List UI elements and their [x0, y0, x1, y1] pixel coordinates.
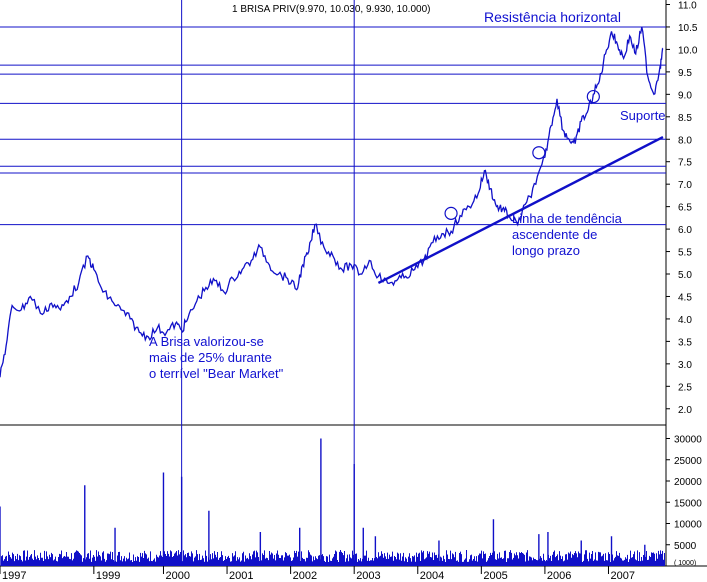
price-tick-label: 11.0 — [678, 0, 697, 11]
volume-tick-label: 30000 — [674, 435, 702, 446]
volume-unit-label: ( 1000) — [674, 560, 696, 567]
price-tick-label: 6.5 — [678, 203, 692, 214]
price-tick-label: 8.0 — [678, 135, 692, 146]
price-tick-label: 5.0 — [678, 270, 692, 281]
volume-bars — [0, 438, 665, 566]
annotation-trend-line-2: ascendente de — [512, 227, 598, 242]
price-tick-label: 10.0 — [678, 45, 698, 56]
price-tick-label: 2.5 — [678, 382, 692, 393]
price-tick-label: 2.0 — [678, 405, 692, 416]
price-series — [0, 26, 664, 378]
volume-axis: 5000 10000 15000 20000 25000 30000 ( 1000) — [666, 435, 702, 567]
x-tick-label: 2001 — [229, 570, 253, 582]
x-tick-label: 2002 — [293, 570, 317, 582]
highlight-circles — [444, 89, 600, 220]
annotation-trend-line-3: longo prazo — [512, 243, 580, 258]
x-tick-label: 2005 — [483, 570, 507, 582]
price-tick-label: 9.5 — [678, 68, 692, 79]
trendline-segment — [377, 135, 664, 285]
price-tick-label: 6.0 — [678, 225, 692, 236]
horizontal-levels — [0, 26, 666, 226]
annotation-support: Suporte — [620, 108, 666, 123]
price-tick-label: 8.5 — [678, 113, 692, 124]
x-tick-label: 2003 — [356, 570, 380, 582]
x-tick-label: 2000 — [165, 570, 189, 582]
annotation-brisa-2: mais de 25% durante — [149, 350, 272, 365]
price-tick-label: 5.5 — [678, 248, 692, 259]
annotation-trend-line-1: Linha de tendência — [512, 211, 622, 226]
vertical-markers — [181, 0, 355, 566]
price-tick-label: 7.5 — [678, 158, 692, 169]
x-tick-label: 2006 — [547, 570, 571, 582]
annotation-brisa-3: o terrível "Bear Market" — [149, 366, 284, 381]
highlight-circle — [444, 206, 458, 220]
price-line — [0, 26, 664, 378]
volume-tick-label: 15000 — [674, 498, 702, 509]
x-tick-label: 2004 — [420, 570, 444, 582]
highlight-circle — [532, 146, 546, 160]
price-tick-label: 7.0 — [678, 180, 692, 191]
volume-tick-label: 25000 — [674, 456, 702, 467]
x-tick-label: 1997 — [2, 570, 26, 582]
volume-tick-label: 20000 — [674, 477, 702, 488]
annotation-resistance: Resistência horizontal — [484, 9, 621, 25]
price-tick-label: 10.5 — [678, 23, 698, 34]
price-tick-label: 4.5 — [678, 292, 692, 303]
trendline — [377, 135, 664, 285]
highlight-circle — [586, 89, 600, 104]
x-axis: 1997 1999 2000 2001 2002 2003 2004 2005 2006 2007 — [0, 566, 635, 582]
price-tick-label: 3.5 — [678, 337, 692, 348]
volume-tick-label: 5000 — [674, 541, 697, 552]
x-tick-label: 2007 — [610, 570, 634, 582]
annotation-brisa-1: A Brisa valorizou-se — [149, 334, 264, 349]
x-tick-label: 1999 — [96, 570, 120, 582]
volume-tick-label: 10000 — [674, 520, 702, 531]
price-tick-label: 9.0 — [678, 90, 692, 101]
price-tick-label: 3.0 — [678, 360, 692, 371]
price-tick-label: 4.0 — [678, 315, 692, 326]
chart-header: 1 BRISA PRIV(9.970, 10.030, 9.930, 10.00… — [232, 4, 431, 15]
